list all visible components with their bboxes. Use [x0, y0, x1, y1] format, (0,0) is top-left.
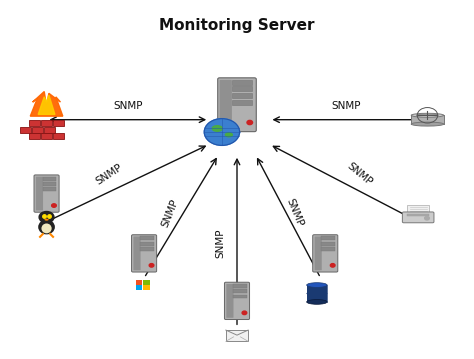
Bar	[41, 133, 52, 139]
Bar	[53, 133, 64, 139]
Circle shape	[247, 120, 253, 125]
FancyBboxPatch shape	[315, 237, 322, 270]
Bar	[29, 120, 40, 126]
FancyBboxPatch shape	[313, 235, 338, 272]
Text: SNMP: SNMP	[346, 161, 374, 187]
FancyBboxPatch shape	[140, 237, 154, 241]
FancyBboxPatch shape	[43, 177, 56, 181]
Circle shape	[425, 216, 429, 220]
FancyBboxPatch shape	[232, 100, 252, 104]
FancyBboxPatch shape	[36, 177, 43, 210]
FancyBboxPatch shape	[140, 242, 154, 246]
Text: SNMP: SNMP	[113, 101, 143, 111]
FancyBboxPatch shape	[321, 237, 335, 241]
Bar	[20, 127, 31, 132]
Ellipse shape	[38, 220, 55, 234]
Ellipse shape	[307, 283, 327, 288]
Circle shape	[330, 264, 335, 267]
Bar	[45, 127, 55, 132]
FancyBboxPatch shape	[233, 294, 246, 298]
FancyBboxPatch shape	[232, 93, 252, 98]
Text: SNMP: SNMP	[94, 162, 124, 186]
Text: SNMP: SNMP	[159, 197, 180, 228]
FancyBboxPatch shape	[43, 187, 56, 191]
Ellipse shape	[41, 223, 52, 233]
Bar	[143, 280, 150, 285]
FancyBboxPatch shape	[225, 282, 249, 320]
Bar	[407, 205, 429, 214]
FancyBboxPatch shape	[233, 284, 246, 288]
Circle shape	[204, 118, 239, 145]
Circle shape	[242, 311, 247, 314]
Bar	[411, 115, 444, 124]
Text: Monitoring Server: Monitoring Server	[159, 18, 315, 33]
FancyBboxPatch shape	[34, 175, 59, 212]
Bar	[143, 285, 150, 290]
Text: SNMP: SNMP	[285, 197, 305, 228]
Ellipse shape	[225, 132, 233, 137]
Bar	[226, 330, 248, 341]
Bar	[29, 133, 40, 139]
Bar	[407, 214, 429, 216]
FancyBboxPatch shape	[321, 247, 335, 251]
FancyBboxPatch shape	[140, 247, 154, 251]
FancyBboxPatch shape	[43, 182, 56, 186]
Circle shape	[39, 211, 54, 223]
Ellipse shape	[411, 122, 444, 126]
Circle shape	[52, 204, 56, 207]
Bar	[136, 280, 142, 285]
FancyBboxPatch shape	[232, 86, 252, 91]
Polygon shape	[30, 92, 63, 116]
FancyBboxPatch shape	[132, 235, 156, 272]
FancyBboxPatch shape	[133, 237, 141, 270]
Bar	[53, 120, 64, 126]
Text: SNMP: SNMP	[216, 228, 226, 257]
FancyBboxPatch shape	[321, 242, 335, 246]
FancyBboxPatch shape	[226, 284, 234, 318]
Circle shape	[149, 264, 154, 267]
Text: SNMP: SNMP	[331, 101, 361, 111]
Ellipse shape	[211, 125, 223, 132]
FancyBboxPatch shape	[218, 78, 256, 132]
FancyBboxPatch shape	[219, 80, 232, 130]
Wedge shape	[44, 219, 49, 221]
FancyBboxPatch shape	[402, 212, 434, 223]
Ellipse shape	[411, 113, 444, 117]
Bar	[136, 285, 142, 290]
Bar	[307, 285, 327, 302]
Polygon shape	[38, 95, 55, 115]
Bar	[41, 120, 52, 126]
FancyBboxPatch shape	[232, 80, 252, 84]
FancyBboxPatch shape	[233, 289, 246, 293]
Bar	[32, 127, 43, 132]
Ellipse shape	[307, 299, 327, 304]
